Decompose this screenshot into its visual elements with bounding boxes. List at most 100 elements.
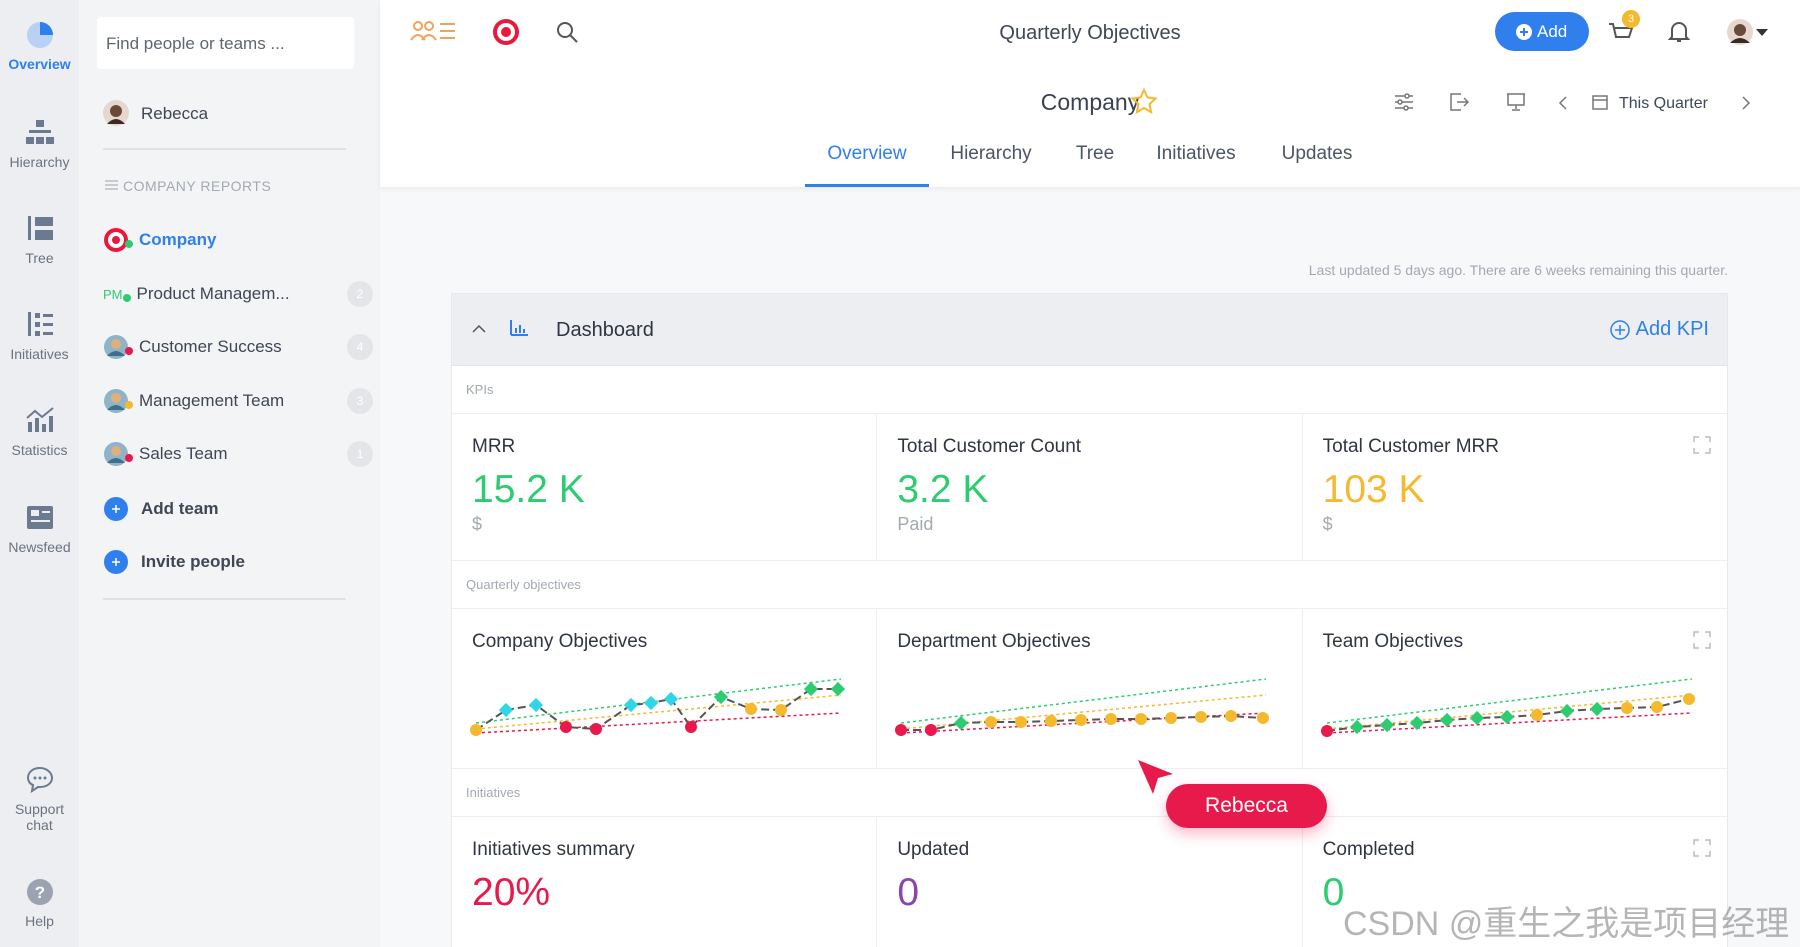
rail-item[interactable]: Hierarchy	[0, 118, 79, 170]
period-selector[interactable]: This Quarter	[1619, 95, 1708, 112]
card-value: 0	[1322, 871, 1345, 914]
card-title: Updated	[897, 839, 970, 860]
marker	[590, 723, 602, 735]
card-unit: Paid	[897, 514, 934, 534]
rail-icon	[26, 506, 53, 529]
team-name: Sales Team	[139, 444, 228, 463]
icon-rail: Overview Hierarchy Tree Initiatives Statisti…	[0, 0, 79, 947]
rail-item[interactable]: Overview	[0, 20, 79, 72]
plus-icon	[104, 497, 128, 521]
chart-icon	[510, 320, 528, 336]
card-title: Total Customer Count	[897, 436, 1082, 457]
export-icon[interactable]	[1448, 92, 1470, 112]
add-label: Add	[1537, 22, 1568, 41]
card[interactable]: Department Objectives	[877, 609, 1303, 768]
sidebar: Find people or teams ... Rebecca COMPANY…	[79, 0, 380, 947]
team-count: 1	[347, 441, 373, 467]
tab[interactable]: Initiatives	[1156, 143, 1236, 164]
app-title: Quarterly Objectives	[999, 22, 1181, 44]
team-avatar	[104, 389, 128, 413]
tab[interactable]: Tree	[1075, 143, 1115, 164]
team-row[interactable]: Management Team 3	[103, 386, 373, 416]
team-row[interactable]: PM Product Managem... 2	[103, 279, 373, 309]
team-row[interactable]: Sales Team 1	[103, 439, 373, 469]
status-dot	[125, 240, 133, 248]
page-title: Company	[1040, 89, 1140, 115]
add-kpi[interactable]: Add KPI	[1609, 318, 1709, 341]
expand-icon[interactable]	[1693, 839, 1711, 857]
trend-line	[475, 712, 842, 734]
filter-icon[interactable]	[1394, 93, 1414, 111]
rail-item[interactable]: Initiatives	[0, 310, 79, 362]
card[interactable]: Team Objectives	[1303, 609, 1727, 768]
trend-line	[1326, 678, 1692, 724]
sidebar-action[interactable]: Invite people	[103, 547, 373, 577]
expand-icon[interactable]	[1693, 631, 1711, 649]
marker	[745, 703, 757, 715]
marker	[498, 702, 514, 718]
card[interactable]: Company Objectives	[452, 609, 878, 768]
search-icon[interactable]	[555, 20, 579, 44]
svg-text:?: ?	[34, 883, 44, 902]
marker	[1257, 712, 1270, 724]
card[interactable]: Total Customer MRR 103 K $	[1303, 414, 1727, 560]
rail-label: Tree	[25, 250, 54, 266]
tab[interactable]: Updates	[1281, 143, 1353, 164]
card[interactable]: MRR 15.2 K $	[452, 414, 878, 560]
card-title: Total Customer MRR	[1322, 436, 1499, 457]
rail-icon	[26, 22, 53, 48]
rail-label: Help	[25, 913, 54, 929]
marker	[803, 681, 819, 697]
profile-menu[interactable]	[1726, 18, 1770, 46]
marker	[954, 715, 969, 731]
tab[interactable]: Overview	[827, 143, 907, 164]
prev-period[interactable]	[1558, 96, 1568, 110]
rail-label: Statistics	[11, 442, 68, 458]
card[interactable]: Updated 0	[877, 817, 1303, 947]
status-dot	[125, 401, 133, 409]
team-row[interactable]: Customer Success 4	[103, 332, 373, 362]
calendar-icon	[1592, 95, 1608, 110]
plus-icon	[104, 550, 128, 574]
rail-label: Overview	[8, 56, 71, 72]
rail-icon	[25, 407, 54, 432]
card-value: 15.2 K	[472, 468, 585, 511]
next-period[interactable]	[1741, 96, 1751, 110]
top-panel: Quarterly Objectives Add 3 Company This …	[380, 0, 1800, 187]
tab[interactable]: Hierarchy	[950, 143, 1032, 164]
add-kpi-label: Add KPI	[1635, 318, 1709, 340]
search-box[interactable]: Find people or teams ...	[97, 17, 354, 69]
expand-icon[interactable]	[1693, 436, 1711, 454]
update-note: Last updated 5 days ago. There are 6 wee…	[1308, 262, 1728, 278]
team-badge: PM	[103, 286, 123, 302]
section-title-text: COMPANY REPORTS	[123, 178, 272, 194]
favorite-star[interactable]	[1130, 88, 1158, 116]
cart-icon[interactable]	[1607, 20, 1633, 44]
rail-item[interactable]: Tree	[0, 214, 79, 266]
divider	[103, 598, 346, 600]
present-icon[interactable]	[1505, 92, 1527, 112]
marker	[1379, 717, 1394, 733]
marker	[1499, 709, 1514, 725]
card[interactable]: Initiatives summary 20%	[452, 817, 878, 947]
bell-icon[interactable]	[1668, 20, 1690, 44]
status-dot	[125, 347, 133, 355]
rail-item[interactable]: Support chat	[0, 765, 79, 833]
rail-item[interactable]: ? Help	[0, 877, 79, 929]
dashboard-title: Dashboard	[556, 319, 654, 341]
rail-item[interactable]: Statistics	[0, 406, 79, 458]
user-name[interactable]: Rebecca	[141, 104, 209, 123]
team-row[interactable]: Company	[103, 225, 373, 255]
add-button[interactable]: Add	[1495, 12, 1589, 51]
rail-item[interactable]: Newsfeed	[0, 503, 79, 555]
marker	[1620, 702, 1633, 714]
team-avatar	[104, 335, 128, 359]
sidebar-action[interactable]: Add team	[103, 494, 373, 524]
card[interactable]: Total Customer Count 3.2 K Paid	[877, 414, 1303, 560]
card[interactable]: Completed 0	[1303, 817, 1727, 947]
card-title: Completed	[1322, 839, 1415, 860]
card-unit: $	[1322, 514, 1333, 534]
card-value: 3.2 K	[897, 468, 989, 511]
collapse-icon[interactable]	[472, 324, 486, 334]
